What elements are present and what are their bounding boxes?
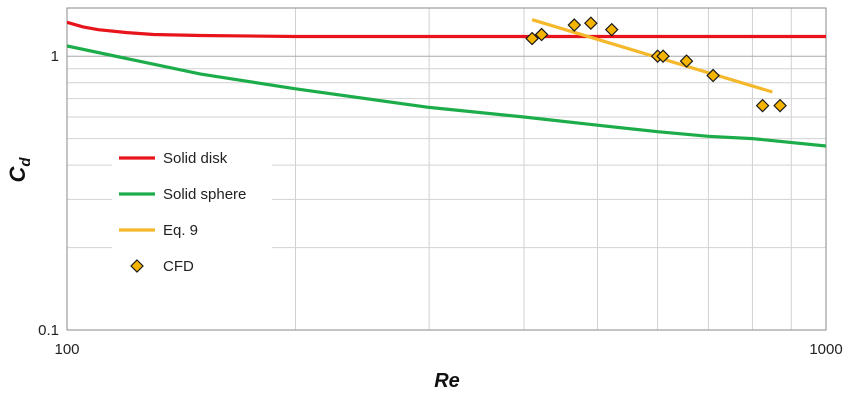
cfd-data-point <box>755 98 770 113</box>
cfd-data-point <box>525 31 539 46</box>
cfd-data-point <box>604 22 619 37</box>
series-layer <box>67 16 826 148</box>
y-tick-label: 0.1 <box>38 322 59 339</box>
legend-label-solid-disk: Solid disk <box>163 150 228 167</box>
x-tick-label: 100 <box>54 341 79 358</box>
y-axis-title-main: C <box>5 166 30 183</box>
cfd-data-point <box>656 49 670 64</box>
series-line-solid-sphere <box>67 44 826 148</box>
y-axis-title-subscript: d <box>17 157 34 167</box>
x-tick-label: 1000 <box>809 341 842 358</box>
plot-frame <box>66 7 827 331</box>
series-line-solid-disk <box>67 20 826 39</box>
cfd-data-point <box>567 18 582 32</box>
cfd-data-point <box>773 98 787 113</box>
legend-label-cfd: CFD <box>163 258 194 275</box>
cfd-data-point <box>584 16 598 31</box>
y-axis-title: Cd <box>5 157 34 183</box>
legend-swatch-cfd <box>130 259 144 273</box>
tick-labels: 100 1000 0.1 1 <box>38 48 843 358</box>
cfd-data-point <box>706 68 720 83</box>
y-tick-label: 1 <box>51 48 59 65</box>
cfd-data-point <box>534 27 549 42</box>
legend: Solid disk Solid sphere Eq. 9 CFD <box>112 142 272 287</box>
x-axis-title: Re <box>434 370 460 392</box>
legend-label-eq-9: Eq. 9 <box>163 222 198 239</box>
y-axis-title-group: Cd <box>5 157 34 183</box>
legend-label-solid-sphere: Solid sphere <box>163 186 246 203</box>
cfd-data-point <box>679 54 694 68</box>
